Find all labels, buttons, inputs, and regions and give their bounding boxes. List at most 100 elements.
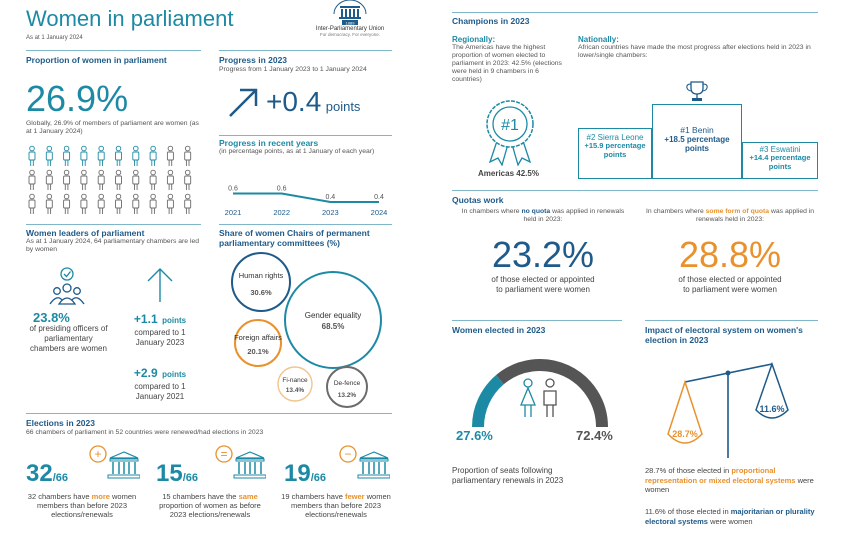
- election-1-pre: 15 chambers have the: [162, 492, 237, 501]
- quotas-right-desc: of those elected or appointed to parliam…: [678, 275, 782, 294]
- parliament-plus-icon: +: [89, 445, 140, 479]
- quotas-left-desc: of those elected or appointed to parliam…: [491, 275, 595, 294]
- progress-title: Progress in 2023: [219, 55, 288, 65]
- progress-number: +0.4: [266, 86, 322, 117]
- committee-3-name: Fi-nance: [282, 377, 308, 384]
- election-1-post: proportion of women as before 2023 elect…: [159, 501, 261, 519]
- committee-0-value: 30.6%: [250, 288, 272, 297]
- x-tick-label: 2023: [322, 208, 339, 217]
- balance-scale-icon: 28.7% 11.6%: [667, 361, 789, 458]
- person-icon: [132, 169, 140, 190]
- election-card-fewer: 19/66 − 19 chambers have fewer women mem…: [280, 442, 395, 548]
- proportion-value: 26.9%: [26, 78, 129, 119]
- group-leader-icon: [49, 267, 85, 305]
- committee-2-value: 20.1%: [247, 347, 269, 356]
- leaders-change2-value: +2.9: [133, 366, 158, 380]
- committee-0-name: Human rights: [239, 271, 284, 280]
- impact-right-value: 11.6%: [759, 404, 784, 414]
- leaders-desc: of presiding officers of parliamentary c…: [29, 324, 108, 353]
- election-card-more: 32/66 + 32 chambers have more women memb…: [26, 442, 146, 548]
- election-0-num: 32: [26, 460, 53, 487]
- impact-note1-pre: 28.7% of those elected in: [645, 466, 730, 475]
- quotas-left-key: no quota: [521, 208, 551, 215]
- data-label: 0.6: [277, 186, 287, 193]
- logo-tagline: For democracy. For everyone.: [320, 32, 380, 37]
- progress-unit: points: [325, 99, 361, 114]
- election-2-post: women members than before 2023 elections…: [290, 492, 391, 519]
- leaders-title: Women leaders of parliament: [26, 228, 145, 238]
- election-0-sign: +: [94, 447, 101, 461]
- people-grid: [26, 142, 201, 214]
- quotas-right-value: 28.8%: [678, 234, 782, 275]
- person-icon: [166, 169, 174, 190]
- elected-men: 72.4%: [576, 428, 613, 443]
- leaders-change2-unit: points: [162, 370, 187, 379]
- election-1-text: 15 chambers have the same proportion of …: [150, 492, 270, 519]
- progress-value: +0.4 points: [266, 86, 360, 118]
- election-0-text: 32 chambers have more women members than…: [26, 492, 138, 519]
- quotas-left-intro: In chambers where no quota was applied i…: [458, 208, 628, 224]
- election-2-sign: −: [344, 447, 351, 461]
- leaders-change1: +1.1 points compared to 1 January 2023: [120, 310, 200, 348]
- champions-national-text: African countries have made the most pro…: [578, 44, 811, 59]
- champions-regional-title: Regionally:: [452, 35, 496, 44]
- person-icon: [115, 193, 122, 214]
- election-2-num: 19: [284, 460, 311, 487]
- bubble-finance: [277, 366, 313, 402]
- person-icon: [80, 193, 88, 214]
- x-tick-label: 2024: [371, 208, 388, 217]
- election-1-num: 15: [156, 460, 183, 487]
- elected-title: Women elected in 2023: [452, 325, 546, 335]
- leaders-value: 23.8%: [33, 310, 70, 325]
- podium-1-rank: #2 Sierra Leone: [586, 133, 644, 142]
- person-icon: [149, 169, 157, 190]
- person-icon: [166, 145, 174, 166]
- impact-left-value: 28.7%: [672, 429, 698, 439]
- elected-desc: Proportion of seats following parliament…: [452, 466, 564, 485]
- election-2-den: /66: [310, 472, 326, 484]
- committee-4-value: 13.2%: [338, 392, 357, 399]
- election-0-post: women members than before 2023 elections…: [36, 492, 137, 519]
- award-ribbon-icon: #1: [486, 100, 534, 166]
- person-icon: [149, 145, 157, 166]
- x-tick-label: 2022: [273, 208, 290, 217]
- quotas-title: Quotas work: [452, 195, 504, 205]
- logo-year: 1889: [346, 20, 356, 25]
- elections-subtitle: 66 chambers of parliament in 52 countrie…: [26, 429, 264, 436]
- bubble-human-rights: [231, 252, 291, 312]
- person-icon: [184, 169, 192, 190]
- x-tick-label: 2021: [225, 208, 242, 217]
- committee-4-name: De-fence: [334, 380, 361, 387]
- leaders-change1-value: +1.1: [133, 312, 158, 326]
- person-icon: [132, 193, 140, 214]
- impact-note1-post: were women: [645, 475, 814, 495]
- impact-note2: 11.6% of those elected in majoritarian o…: [645, 507, 820, 526]
- elections-title: Elections in 2023: [26, 418, 95, 428]
- person-icon: [97, 145, 105, 166]
- election-0-den: /66: [52, 472, 68, 484]
- podium-0-value: +18.5 percentage points: [664, 135, 730, 153]
- impact-title: Impact of electoral system on women's el…: [645, 325, 803, 345]
- recent-line-chart: 0.6 2021 0.6 2022 0.4 2023 0.4 2024: [225, 186, 388, 218]
- series-line: [233, 192, 379, 203]
- podium-1-value: +15.9 percentage points: [584, 141, 646, 159]
- ipu-logo: 1889 Inter-Parliamentary Union For democ…: [300, 0, 400, 48]
- woman-man-icon: [520, 378, 557, 417]
- quotas-right-pre: In chambers where: [645, 208, 704, 215]
- person-icon: [28, 193, 36, 214]
- impact-note2-key: majoritarian or plurality electoral syst…: [645, 507, 815, 526]
- quotas-right-post: was applied in renewals held in 2023:: [695, 208, 815, 223]
- committees-bubble-chart: Human rights 30.6% Gender equality 68.5%…: [231, 252, 382, 408]
- champions-national-title: Nationally:: [578, 35, 619, 44]
- impact-note1: 28.7% of those elected in proportional r…: [645, 466, 820, 495]
- trophy-icon: [686, 81, 708, 101]
- person-icon: [63, 169, 71, 190]
- champions-regional-text: The Americas have the highest proportion…: [452, 44, 562, 83]
- election-1-key: same: [238, 492, 258, 501]
- podium-second: #2 Sierra Leone +15.9 percentage points: [578, 128, 652, 179]
- impact-note1-key: proportional representation or mixed ele…: [645, 466, 796, 485]
- arrow-up-right-icon: [229, 88, 258, 117]
- podium-2-value: +14.4 percentage points: [749, 153, 811, 171]
- person-icon: [184, 145, 192, 166]
- quotas-left-pre: In chambers where: [461, 208, 520, 215]
